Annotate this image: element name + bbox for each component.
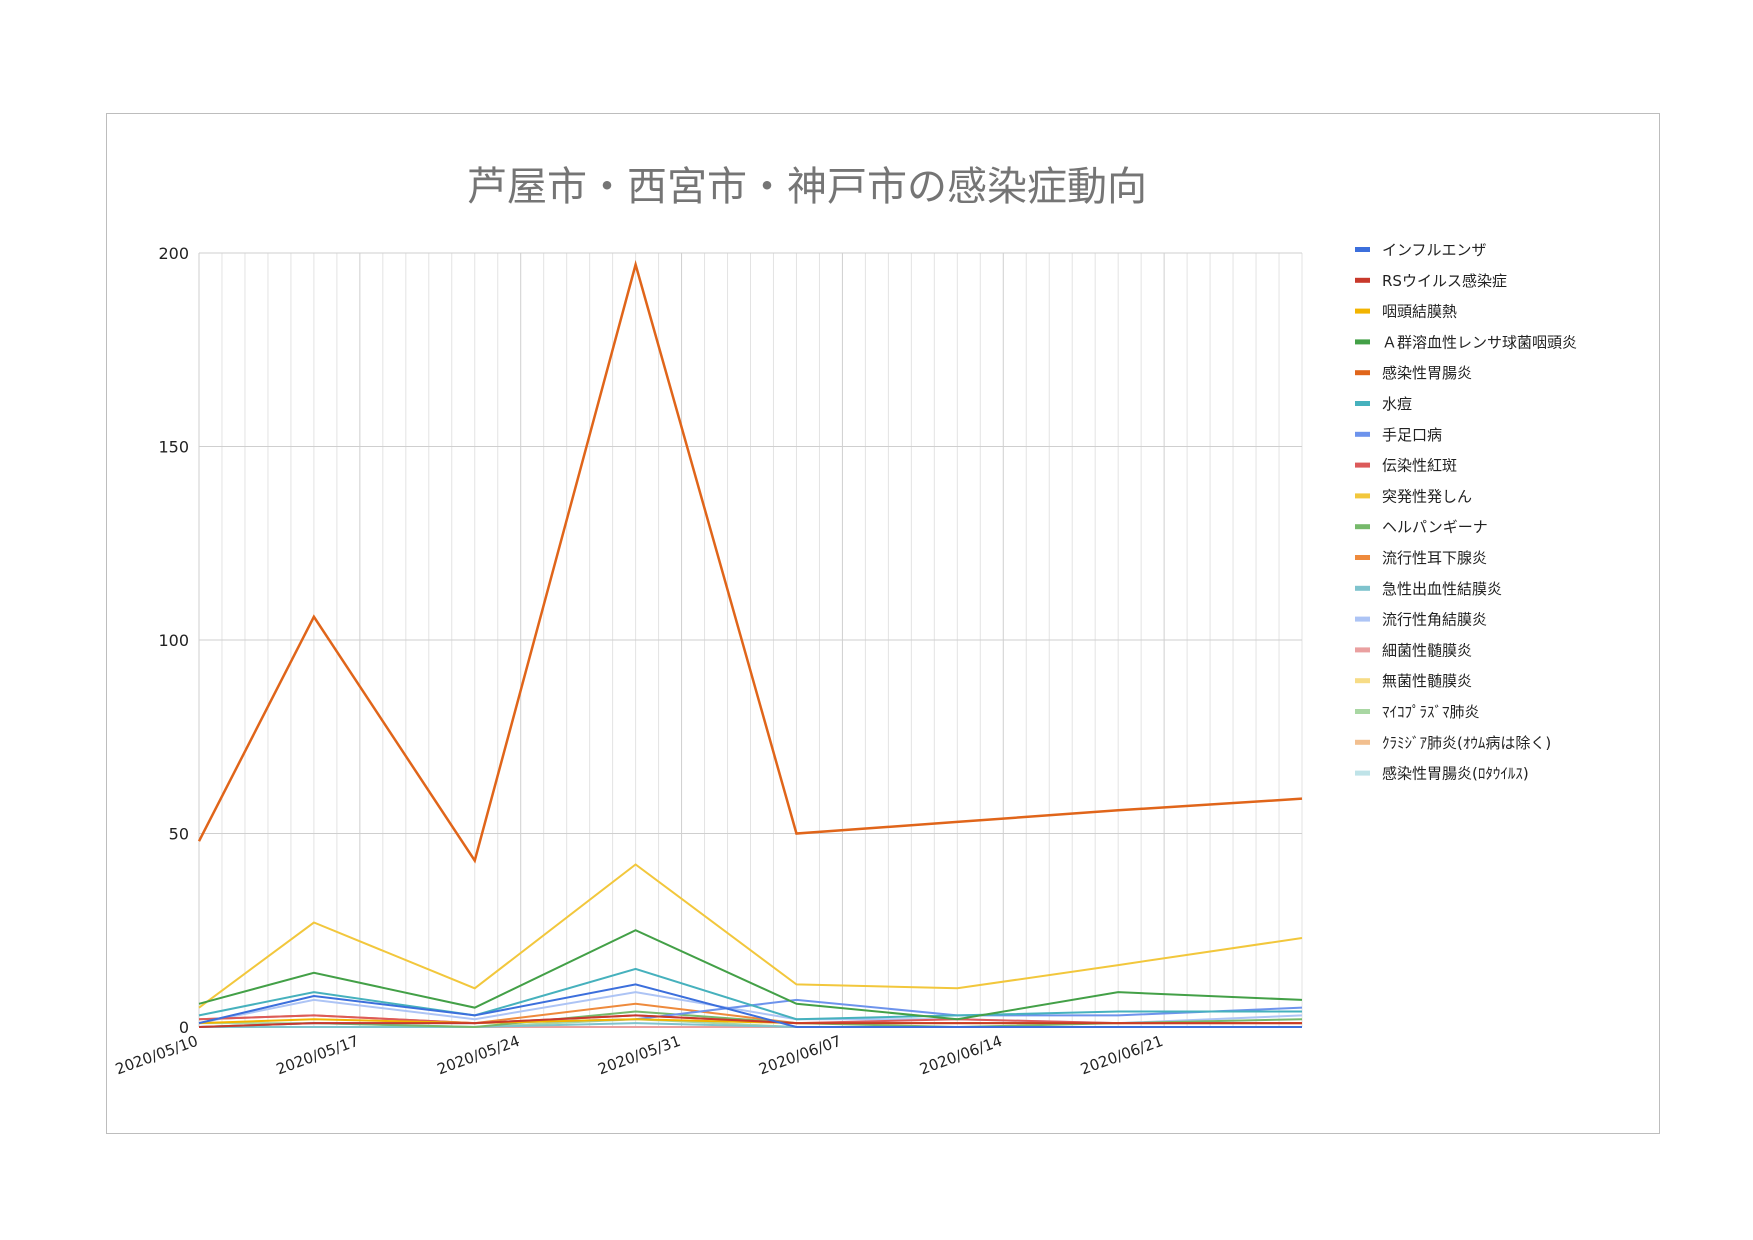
legend-label: 流行性角結膜炎 <box>1382 611 1487 629</box>
legend-swatch <box>1355 493 1370 499</box>
legend-label: 急性出血性結膜炎 <box>1382 580 1502 598</box>
legend-label: 流行性耳下腺炎 <box>1382 549 1487 567</box>
x-axis: 2020/05/10 2020/05/17 2020/05/24 2020/05/31… <box>113 1032 1166 1078</box>
legend-label: Ａ群溶血性レンサ球菌咽頭炎 <box>1382 333 1577 351</box>
y-axis: 0 50 100 150 200 <box>158 244 189 1037</box>
x-tick-label: 2020/06/21 <box>1078 1032 1165 1078</box>
legend-label: 水痘 <box>1382 395 1412 413</box>
legend-swatch <box>1355 277 1370 283</box>
series-line <box>197 259 1303 864</box>
y-tick-label: 150 <box>158 438 189 457</box>
legend-label: 手足口病 <box>1382 426 1442 444</box>
legend-swatch <box>1355 555 1370 560</box>
x-tick-label: 2020/06/14 <box>917 1032 1004 1078</box>
y-tick-label: 0 <box>179 1018 189 1037</box>
legend-swatch <box>1355 678 1370 684</box>
series-line <box>198 1014 1302 1028</box>
legend-label: RSウイルス感染症 <box>1382 272 1507 290</box>
y-tick-label: 200 <box>158 244 189 263</box>
grid <box>198 252 1303 1028</box>
series-line <box>198 929 1303 1021</box>
legend-swatch <box>1355 647 1370 653</box>
legend-swatch <box>1355 431 1370 437</box>
legend-swatch <box>1355 370 1370 376</box>
chart-frame: 芦屋市・西宮市・神戸市の感染症動向 0 50 100 150 200 2020/05/1… <box>106 113 1660 1134</box>
legend-label: ﾏｲｺﾌﾟﾗｽﾞﾏ肺炎 <box>1382 703 1480 721</box>
legend-label: 感染性胃腸炎 <box>1382 364 1472 382</box>
x-tick-label: 2020/06/07 <box>756 1032 843 1078</box>
legend-swatch <box>1355 524 1370 530</box>
y-tick-label: 100 <box>158 631 189 650</box>
legend-swatch <box>1355 247 1370 252</box>
legend-swatch <box>1355 739 1370 745</box>
series-lines <box>197 259 1303 1029</box>
x-tick-label: 2020/05/31 <box>596 1032 683 1078</box>
legend-label: 咽頭結膜熱 <box>1382 303 1457 321</box>
x-tick-label: 2020/05/24 <box>435 1032 522 1078</box>
legend-swatch <box>1355 585 1370 591</box>
y-tick-label: 50 <box>169 825 189 844</box>
line-chart: 芦屋市・西宮市・神戸市の感染症動向 0 50 100 150 200 2020/05/1… <box>113 164 1577 1078</box>
x-tick-label: 2020/05/17 <box>274 1032 361 1078</box>
legend-label: インフルエンザ <box>1382 241 1487 259</box>
series-line <box>198 967 1302 1021</box>
legend-swatch <box>1355 770 1370 776</box>
legend-swatch <box>1355 401 1370 406</box>
series-line <box>198 863 1303 1009</box>
legend-swatch <box>1355 616 1370 622</box>
legend-swatch <box>1355 462 1370 468</box>
legend-label: 伝染性紅斑 <box>1382 457 1457 475</box>
series-line <box>198 983 1302 1028</box>
legend-label: ｸﾗﾐｼﾞｱ肺炎(ｵｳﾑ病は除く) <box>1382 734 1551 752</box>
chart-title: 芦屋市・西宮市・神戸市の感染症動向 <box>467 164 1147 210</box>
x-tick-label: 2020/05/10 <box>113 1032 200 1078</box>
legend-swatch <box>1355 339 1370 345</box>
legend-label: 突発性発しん <box>1382 487 1472 505</box>
legend-swatch <box>1355 709 1370 714</box>
legend-label: ヘルパンギーナ <box>1382 518 1488 536</box>
legend-swatch <box>1355 308 1370 314</box>
legend-label: 感染性胃腸炎(ﾛﾀｳｲﾙｽ) <box>1382 765 1529 783</box>
legend-label: 無菌性髄膜炎 <box>1382 672 1472 690</box>
legend-label: 細菌性髄膜炎 <box>1382 641 1472 659</box>
